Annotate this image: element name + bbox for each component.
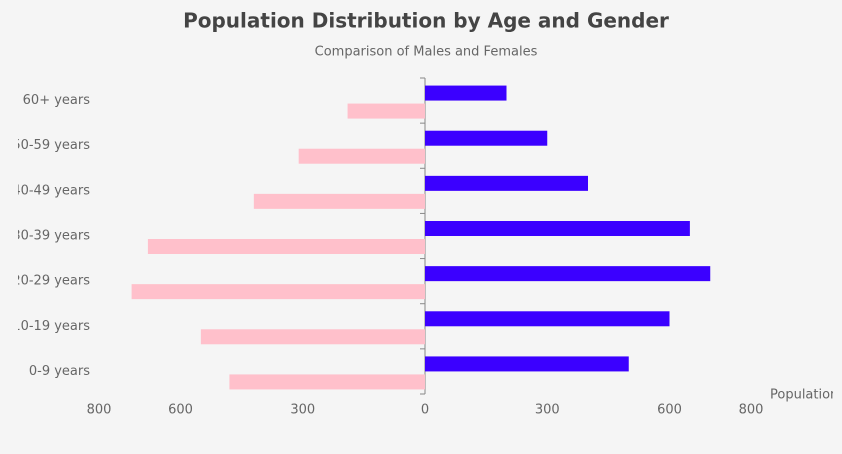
x-tick-label: 300 <box>290 403 315 418</box>
bar <box>425 221 690 236</box>
bar <box>425 311 670 327</box>
y-tick-label: 40-49 years <box>12 183 90 198</box>
y-tick-label: 50-59 years <box>12 138 90 153</box>
y-tick-label: 60+ years <box>23 93 91 108</box>
x-tick-label: 300 <box>535 403 560 418</box>
x-tick-label: 600 <box>657 403 682 418</box>
bar <box>253 193 425 209</box>
x-tick-label: 800 <box>739 403 764 418</box>
bar <box>347 103 425 119</box>
bar <box>425 175 588 191</box>
bar <box>298 148 425 164</box>
bar <box>425 266 711 282</box>
x-tick-label: 0 <box>421 403 429 418</box>
bar <box>425 85 507 101</box>
chart-subtitle: Comparison of Males and Females <box>315 45 538 60</box>
label-layer: Population 0-9 years 10-19 years 20-29 yea… <box>12 93 838 403</box>
y-tick-label: 0-9 years <box>29 364 90 379</box>
y-tick-label: 30-39 years <box>12 229 90 244</box>
bar <box>200 329 425 345</box>
bar <box>147 239 425 254</box>
y-tick-label: 20-29 years <box>12 274 90 289</box>
chart-title: Population Distribution by Age and Gende… <box>183 9 669 33</box>
x-axis-label: Population <box>770 388 838 403</box>
bar <box>425 356 629 372</box>
bar <box>229 374 425 390</box>
bar <box>131 284 425 300</box>
x-tick-label: 600 <box>168 403 193 418</box>
bar <box>425 130 548 146</box>
y-tick-label: 10-19 years <box>12 319 90 334</box>
x-tick-label: 800 <box>87 403 112 418</box>
